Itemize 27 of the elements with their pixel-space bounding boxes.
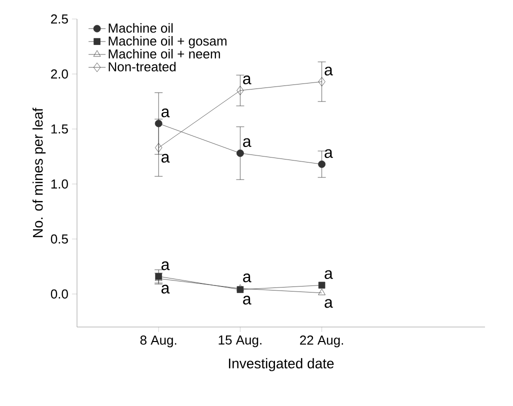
y-tick-label: 2.0: [51, 69, 68, 79]
annotation: a: [324, 66, 333, 76]
annotation: a: [243, 274, 252, 282]
y-tick-label: 0.0: [50, 289, 68, 299]
x-tick-label: 8 Aug.: [140, 336, 176, 348]
annotation: a: [161, 108, 170, 118]
y-axis-title: No. of mines per leaf: [32, 108, 46, 238]
annotation: a: [243, 296, 252, 305]
x-tick-label: 22 Aug.: [300, 336, 343, 348]
x-axis-title: Investigated date: [228, 358, 334, 372]
y-tick-label: 1.0: [51, 179, 68, 189]
annotation: a: [243, 76, 252, 84]
annotation: a: [324, 299, 333, 308]
annotation: a: [324, 270, 333, 279]
annotation: a: [243, 138, 252, 147]
legend-label: Non-treated: [108, 62, 176, 72]
annotation: a: [161, 154, 170, 163]
annotation: a: [161, 261, 170, 270]
legend-label: Machine oil + neem: [108, 48, 220, 59]
y-tick-label: 1.5: [51, 124, 68, 134]
legend-label: Machine oil: [108, 23, 173, 33]
annotation: a: [161, 284, 170, 294]
legend-label: Machine oil + gosam: [108, 36, 226, 48]
annotation: a: [324, 149, 333, 158]
y-tick-label: 2.5: [51, 14, 68, 24]
y-tick-label: 0.5: [50, 234, 68, 244]
x-tick-label: 15 Aug.: [218, 336, 262, 348]
